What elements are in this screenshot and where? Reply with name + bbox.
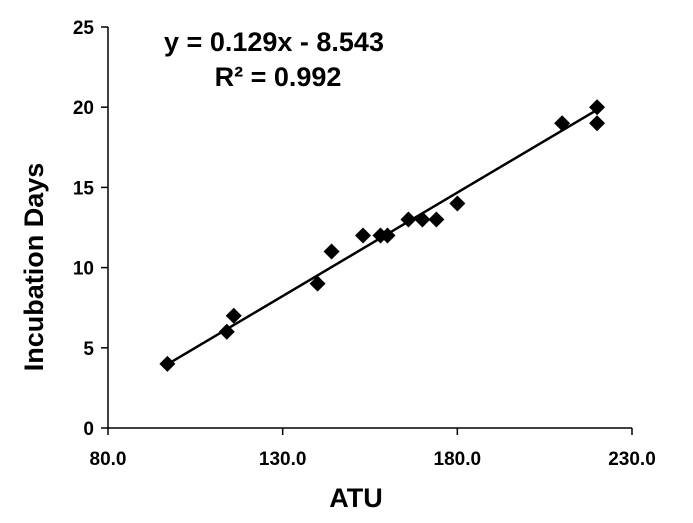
data-point xyxy=(554,115,571,132)
data-point xyxy=(449,195,466,212)
data-point xyxy=(218,323,235,340)
data-point xyxy=(589,99,606,116)
x-tick-label: 180.0 xyxy=(434,449,482,470)
data-point xyxy=(589,115,606,132)
x-tick-label: 130.0 xyxy=(259,449,307,470)
y-axis-ticks: 0 5 10 15 20 25 xyxy=(73,18,108,440)
data-point xyxy=(379,227,396,244)
data-point xyxy=(323,243,340,260)
r-squared-annotation: R² = 0.992 xyxy=(215,62,342,92)
data-point xyxy=(428,211,445,228)
y-tick-label: 5 xyxy=(83,339,94,360)
data-point xyxy=(159,355,176,372)
y-axis-title: Incubation Days xyxy=(19,163,49,372)
x-tick-label: 80.0 xyxy=(90,449,127,470)
data-point xyxy=(355,227,372,244)
x-axis-ticks: 80.0 130.0 180.0 230.0 xyxy=(90,428,656,470)
data-point xyxy=(309,275,326,292)
y-tick-label: 20 xyxy=(73,98,94,119)
y-tick-label: 25 xyxy=(73,18,95,39)
data-point xyxy=(225,307,242,324)
y-tick-label: 15 xyxy=(73,178,95,199)
x-axis-title: ATU xyxy=(329,483,383,513)
y-tick-label: 10 xyxy=(73,259,94,280)
equation-annotation: y = 0.129x - 8.543 xyxy=(164,27,384,57)
data-point xyxy=(414,211,431,228)
data-point xyxy=(400,211,417,228)
data-points xyxy=(159,99,606,372)
y-tick-label: 0 xyxy=(83,419,94,440)
x-tick-label: 230.0 xyxy=(608,449,656,470)
